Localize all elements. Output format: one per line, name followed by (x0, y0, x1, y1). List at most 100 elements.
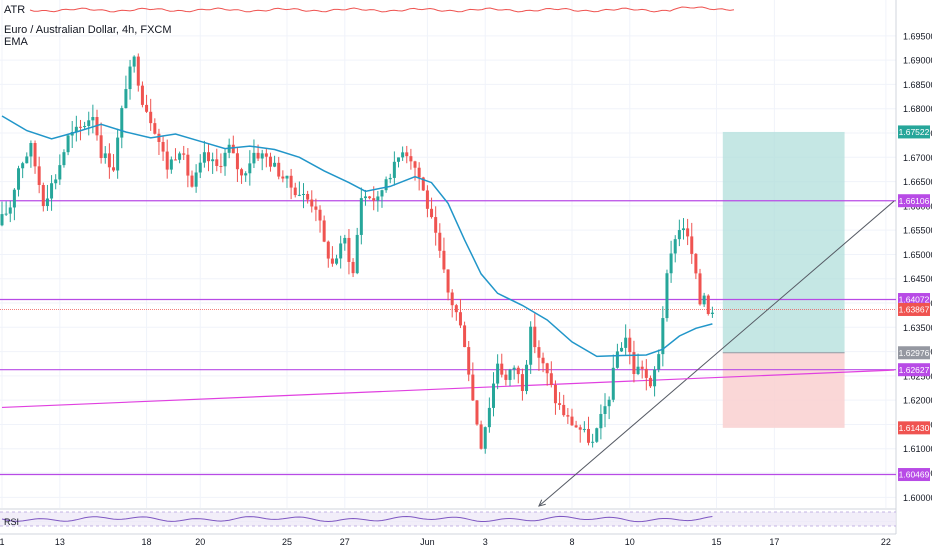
candle-body (607, 399, 611, 407)
candle (132, 55, 136, 73)
candle (178, 151, 182, 164)
candle-body (62, 152, 66, 166)
ema-legend[interactable]: EMA (4, 36, 28, 48)
candle (636, 353, 640, 376)
candle-body (615, 351, 619, 368)
candle-body (21, 163, 25, 169)
y-tick-label: 1.64500 (903, 274, 932, 284)
candle (710, 306, 714, 318)
symbol-legend[interactable]: Euro / Australian Dollar, 4h, FXCM (4, 24, 172, 36)
candle-body (169, 159, 173, 170)
x-tick-label: 1 (0, 537, 5, 547)
candle-body (12, 189, 16, 208)
rsi-legend[interactable]: RSI (4, 517, 19, 527)
candle-body (128, 66, 132, 90)
candle (103, 146, 107, 164)
candle (330, 246, 334, 267)
candle (545, 362, 549, 386)
candles (0, 53, 714, 454)
candle (302, 183, 306, 209)
candle-body (281, 176, 285, 179)
candle (549, 361, 553, 388)
candle-body (566, 415, 570, 417)
candle (665, 269, 669, 322)
candle-body (78, 126, 82, 128)
candle-body (248, 163, 252, 174)
candle (277, 156, 281, 180)
candle (70, 121, 74, 149)
candle (268, 152, 272, 172)
x-tick-label: 17 (769, 537, 779, 547)
candle-body (686, 228, 690, 237)
candle-body (0, 214, 4, 226)
candle-body (66, 135, 70, 153)
candle-body (264, 153, 268, 157)
candle-body (45, 198, 49, 207)
candle-body (302, 193, 306, 195)
entry-price-label-text: 1.62976 (899, 348, 930, 358)
candle-body (463, 325, 467, 348)
candle (409, 148, 413, 170)
candle (347, 228, 351, 275)
candle (74, 115, 78, 142)
candle-body (665, 273, 669, 319)
candle (0, 201, 4, 227)
candle (430, 197, 434, 219)
y-tick-label: 1.65500 (903, 226, 932, 236)
candle-body (252, 152, 256, 164)
y-tick-label: 1.68500 (903, 80, 932, 90)
candle (112, 154, 116, 172)
x-tick-label: 8 (569, 537, 574, 547)
candle (215, 148, 219, 172)
candle (463, 321, 467, 348)
candle (335, 254, 339, 266)
candle (500, 353, 504, 378)
candle-body (442, 250, 446, 270)
candle-body (17, 168, 21, 190)
candle-body (661, 318, 665, 355)
candle (161, 136, 165, 161)
trendline-long-trend (1, 369, 895, 409)
candle (62, 149, 66, 168)
candle (17, 165, 21, 197)
current-price-label-text: 1.63867 (899, 305, 930, 315)
rsi-panel (0, 511, 896, 527)
candle (4, 201, 8, 216)
candle (628, 328, 632, 365)
candle-body (54, 179, 58, 184)
candle (467, 340, 471, 382)
x-tick-label: 15 (712, 537, 722, 547)
candle (363, 189, 367, 206)
candle (58, 154, 62, 185)
candle-body (165, 151, 169, 170)
candle-body (446, 269, 450, 293)
candle-body (178, 153, 182, 160)
candle (165, 139, 169, 179)
candle (145, 94, 149, 113)
atr-line (29, 6, 735, 13)
rsi-label: RSI (4, 517, 20, 527)
candle-body (392, 161, 396, 178)
candle-body (116, 137, 120, 171)
candle-body (409, 156, 413, 162)
candle-body (41, 185, 45, 207)
y-tick-label: 1.63500 (903, 323, 932, 333)
candle (355, 227, 359, 275)
atr-legend[interactable]: ATR (4, 4, 25, 16)
candle-body (273, 162, 277, 167)
candle (446, 269, 450, 301)
candle-body (574, 425, 578, 428)
candle-body (256, 152, 260, 159)
candle-body (438, 232, 442, 251)
candle-body (153, 123, 157, 134)
position-zones (722, 131, 845, 428)
candle-body (578, 427, 582, 430)
y-tick-label: 1.60000 (903, 493, 932, 503)
candle (558, 392, 562, 410)
candle-body (37, 166, 41, 186)
ema-path (1, 115, 713, 358)
level-price-label-text: 1.60469 (899, 470, 930, 480)
candle-body (591, 441, 595, 443)
candle-body (161, 141, 165, 152)
